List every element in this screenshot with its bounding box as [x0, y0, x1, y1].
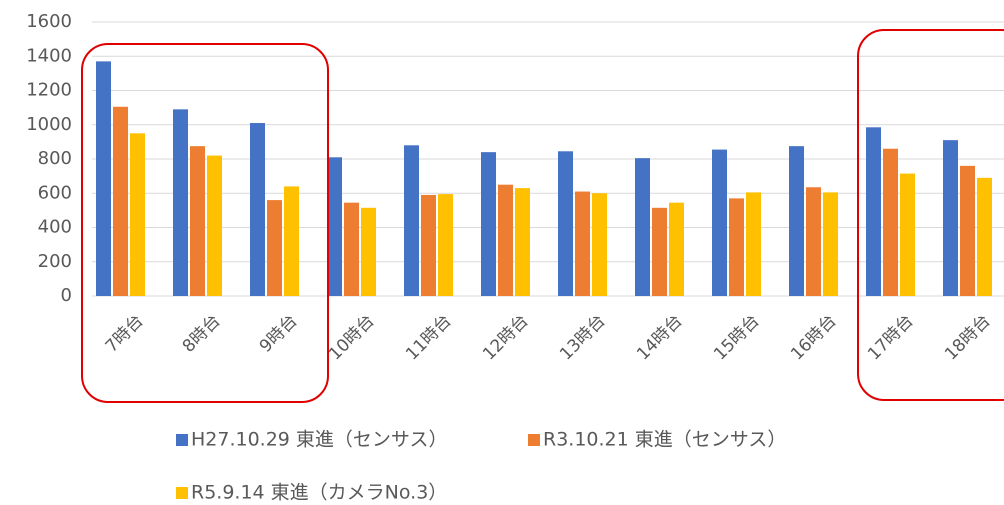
bar	[438, 194, 453, 296]
bar	[515, 188, 530, 296]
y-tick-label: 1200	[26, 80, 72, 101]
x-tick-label: 12時台	[479, 311, 532, 364]
bar	[900, 173, 915, 296]
y-tick-label: 800	[38, 148, 72, 169]
bar	[267, 200, 282, 296]
bar	[592, 193, 607, 296]
bar	[113, 106, 128, 296]
y-tick-label: 1600	[26, 11, 72, 32]
bar	[481, 152, 496, 296]
bar-layer	[96, 61, 992, 297]
y-tick-label: 1000	[26, 114, 72, 135]
bar	[344, 202, 359, 296]
x-tick-label: 8時台	[179, 311, 225, 357]
bar	[823, 192, 838, 296]
legend-swatch	[176, 434, 188, 446]
legend-label: R3.10.21 東進（センサス）	[543, 429, 786, 451]
bar	[190, 146, 205, 296]
bar	[806, 187, 821, 296]
bar	[404, 145, 419, 296]
bar	[130, 133, 145, 296]
y-tick-label: 0	[61, 285, 72, 306]
bar	[575, 191, 590, 296]
x-tick-label: 7時台	[102, 311, 148, 357]
bar	[361, 207, 376, 296]
highlight-box	[81, 43, 329, 403]
y-tick-label: 600	[38, 182, 72, 203]
y-tick-label: 1400	[26, 45, 72, 66]
bar	[712, 149, 727, 296]
bar	[789, 146, 804, 296]
bar	[207, 155, 222, 296]
x-tick-label: 9時台	[256, 311, 302, 357]
bar	[284, 186, 299, 296]
bar	[652, 207, 667, 296]
y-tick-label: 200	[38, 251, 72, 272]
bar	[943, 140, 958, 296]
bar	[883, 148, 898, 296]
bar	[746, 192, 761, 296]
bar	[729, 198, 744, 296]
legend-label: H27.10.29 東進（センサス）	[191, 429, 448, 451]
bar	[635, 158, 650, 296]
x-tick-label: 11時台	[402, 311, 455, 364]
bar	[421, 194, 436, 296]
bar	[250, 123, 265, 296]
y-tick-label: 400	[38, 217, 72, 238]
x-tick-label: 18時台	[941, 311, 994, 364]
x-tick-label: 10時台	[325, 311, 378, 364]
bar	[558, 151, 573, 296]
bar	[498, 184, 513, 296]
legend-label: R5.9.14 東進（カメラNo.3）	[191, 482, 447, 504]
legend-swatch	[528, 434, 540, 446]
bar	[669, 202, 684, 296]
x-tick-label: 16時台	[787, 311, 840, 364]
x-tick-label: 14時台	[633, 311, 686, 364]
x-tick-label: 13時台	[556, 311, 609, 364]
bar	[96, 61, 111, 297]
bar	[866, 127, 881, 296]
x-tick-label: 17時台	[864, 311, 917, 364]
x-tick-label: 15時台	[710, 311, 763, 364]
bar	[173, 109, 188, 297]
bar	[327, 157, 342, 296]
grid-layer	[92, 21, 1004, 297]
bar	[977, 177, 992, 296]
bar	[960, 165, 975, 296]
legend-swatch	[176, 487, 188, 499]
highlight-box	[857, 29, 1004, 401]
